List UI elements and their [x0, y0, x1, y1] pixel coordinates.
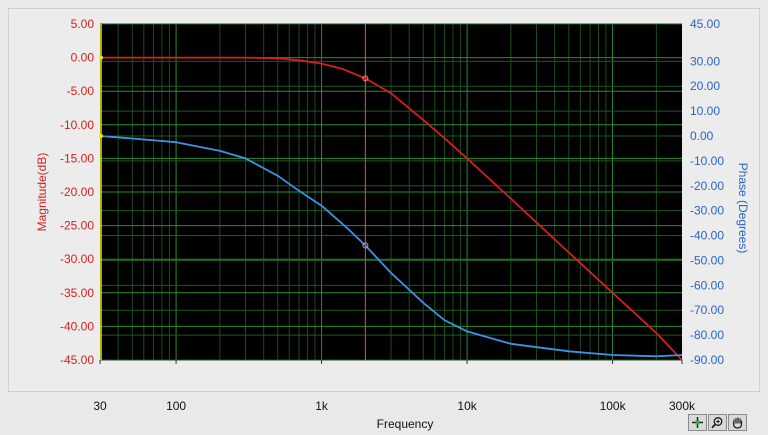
y-tick-label: -10.00	[60, 118, 94, 132]
x-tick-label: 1k	[315, 399, 329, 413]
left-cursor-marker	[99, 55, 103, 60]
y-tick-label: -20.00	[60, 185, 94, 199]
y2-tick-label: 20.00	[690, 79, 720, 93]
x-tick-label: 10k	[457, 399, 477, 413]
y2-tick-label: -30.00	[690, 204, 724, 218]
y-tick-label: -5.00	[67, 84, 95, 98]
y2-tick-label: -60.00	[690, 278, 724, 292]
x-tick-label: 30	[93, 399, 107, 413]
y-tick-label: -40.00	[60, 319, 94, 333]
y2-tick-label: 10.00	[690, 104, 720, 118]
y2-axis-title: Phase (Degrees)	[736, 163, 750, 254]
x-tick-label: 100k	[600, 399, 627, 413]
left-cursor-marker	[99, 134, 103, 138]
y2-tick-label: -50.00	[690, 253, 724, 267]
y-tick-label: -35.00	[60, 286, 94, 300]
y-tick-label: 0.00	[71, 51, 95, 65]
cursor-marker	[362, 242, 369, 249]
y-tick-label: 5.00	[71, 17, 95, 31]
cursor-move-icon	[692, 417, 703, 428]
y-tick-label: -30.00	[60, 252, 94, 266]
y-tick-label: -45.00	[60, 353, 94, 367]
major-grid	[100, 23, 682, 361]
y-tick-label: -25.00	[60, 219, 94, 233]
cursor-move-button[interactable]	[688, 414, 707, 431]
magnitude-series-line	[100, 56, 683, 361]
y2-tick-label: -20.00	[690, 179, 724, 193]
y2-tick-label: 45.00	[690, 17, 720, 31]
y2-tick-label: -80.00	[690, 328, 724, 342]
y-tick-label: -15.00	[60, 151, 94, 165]
y2-tick-label: -10.00	[690, 154, 724, 168]
y2-tick-label: -90.00	[690, 353, 724, 367]
x-tick-label: 100	[166, 399, 186, 413]
x-axis-title: Frequency	[377, 417, 434, 431]
y2-tick-label: 30.00	[690, 54, 720, 68]
zoom-icon	[711, 417, 723, 429]
x-tick-label: 300k	[669, 399, 696, 413]
zoom-button[interactable]	[708, 414, 727, 431]
pan-hand-icon	[732, 417, 743, 429]
y-axis-title: Magnitude(dB)	[35, 153, 49, 232]
cursor-marker	[362, 75, 369, 82]
y2-tick-label: 0.00	[690, 129, 714, 143]
y2-tick-label: -70.00	[690, 303, 724, 317]
y2-tick-label: -40.00	[690, 229, 724, 243]
pan-button[interactable]	[728, 414, 747, 431]
